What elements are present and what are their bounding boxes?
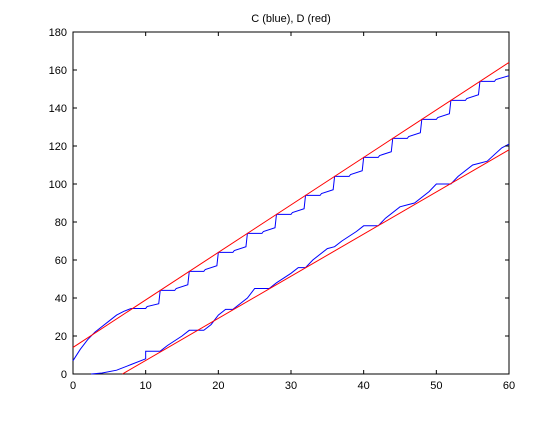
x-tick-label-1: 10: [140, 380, 152, 392]
series-line-4: [122, 149, 510, 375]
plot-area: [72, 31, 510, 375]
series-line-1: [72, 75, 510, 361]
y-tick-label-2: 40: [55, 293, 67, 305]
y-tick-label-0: 0: [61, 369, 67, 381]
y-tick-label-4: 80: [55, 217, 67, 229]
x-tick-label-3: 30: [285, 380, 297, 392]
x-tick-label-4: 40: [358, 380, 370, 392]
series-layer: [72, 61, 510, 375]
x-tick-label-0: 0: [70, 380, 76, 392]
y-tick-label-8: 160: [49, 65, 67, 77]
y-tick-label-1: 20: [55, 331, 67, 343]
x-tick-label-2: 20: [212, 380, 224, 392]
x-tick-label-5: 50: [430, 380, 442, 392]
y-tick-label-6: 120: [49, 141, 67, 153]
y-tick-label-3: 60: [55, 255, 67, 267]
series-line-3: [72, 61, 510, 348]
x-tick-label-6: 60: [503, 380, 515, 392]
axis-layer: 0 10 20 30 40 50 60 0 20 40 60 80 100 120 140 160 180: [49, 27, 515, 392]
y-tick-label-7: 140: [49, 103, 67, 115]
y-tick-label-9: 180: [49, 27, 67, 39]
y-tick-label-5: 100: [49, 179, 67, 191]
chart-title: C (blue), D (red): [251, 13, 330, 25]
series-line-2: [91, 143, 510, 375]
